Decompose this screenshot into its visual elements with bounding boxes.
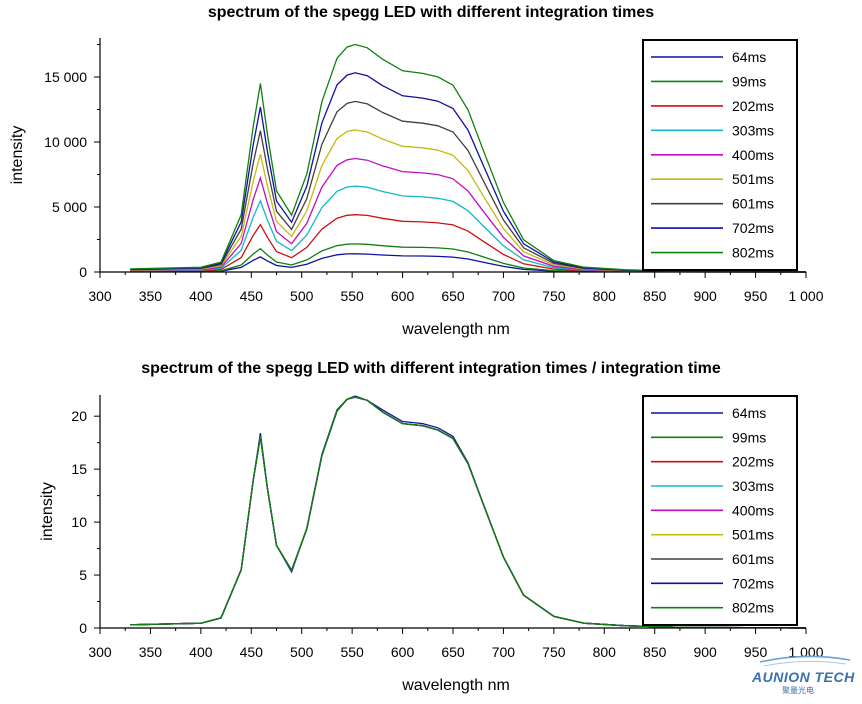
series-line-802ms — [130, 396, 807, 629]
y-tick-label: 0 — [79, 264, 87, 280]
y-axis-label: intensity — [39, 482, 56, 541]
series-line-501ms — [130, 129, 807, 273]
x-tick-label: 550 — [340, 644, 364, 660]
x-tick-label: 900 — [693, 288, 717, 304]
x-tick-label: 950 — [744, 644, 768, 660]
chart-title: spectrum of the spegg LED with different… — [141, 360, 721, 377]
x-tick-label: 300 — [88, 288, 112, 304]
series-line-99ms — [130, 243, 807, 273]
logo-brand-text: AUNION TECH — [751, 669, 855, 685]
y-tick-label: 0 — [79, 620, 87, 636]
series-line-400ms — [130, 157, 807, 273]
legend-label-601ms: 601ms — [732, 551, 774, 567]
x-tick-label: 800 — [593, 288, 617, 304]
x-tick-label: 650 — [441, 288, 465, 304]
y-axis-label: intensity — [9, 126, 26, 185]
y-tick-label: 10 000 — [44, 134, 87, 150]
legend-label-202ms: 202ms — [732, 98, 774, 114]
legend-label-802ms: 802ms — [732, 600, 774, 616]
legend-label-99ms: 99ms — [732, 73, 766, 89]
x-tick-label: 850 — [643, 288, 667, 304]
x-tick-label: 800 — [593, 644, 617, 660]
brand-logo: AUNION TECH 聚量光电 — [751, 655, 855, 695]
x-tick-label: 700 — [492, 288, 516, 304]
x-axis-label: wavelength nm — [401, 321, 510, 338]
legend-label-501ms: 501ms — [732, 171, 774, 187]
x-tick-label: 400 — [189, 644, 213, 660]
x-tick-label: 700 — [492, 644, 516, 660]
legend: 64ms 99ms 202ms 303ms 400ms 501ms 601ms 702ms 80… — [642, 39, 798, 271]
x-tick-label: 600 — [391, 644, 415, 660]
y-tick-label: 15 — [71, 461, 87, 477]
legend-label-303ms: 303ms — [732, 478, 774, 494]
x-tick-label: 400 — [189, 288, 213, 304]
legend-label-400ms: 400ms — [732, 502, 774, 518]
logo-subtitle-text: 聚量光电 — [782, 685, 814, 695]
y-tick-label: 20 — [71, 408, 87, 424]
x-tick-label: 450 — [240, 644, 264, 660]
legend: 64ms 99ms 202ms 303ms 400ms 501ms 601ms 702ms 80… — [642, 395, 798, 626]
legend-label-303ms: 303ms — [732, 122, 774, 138]
x-tick-label: 350 — [139, 644, 163, 660]
y-tick-label: 5 000 — [52, 199, 87, 215]
x-tick-label: 750 — [542, 288, 566, 304]
legend-label-501ms: 501ms — [732, 527, 774, 543]
legend-label-99ms: 99ms — [732, 429, 766, 445]
y-tick-label: 15 000 — [44, 69, 87, 85]
x-tick-label: 500 — [290, 644, 314, 660]
chart-title: spectrum of the spegg LED with different… — [208, 4, 654, 21]
logo-swoosh-lower — [763, 660, 847, 667]
x-tick-label: 750 — [542, 644, 566, 660]
x-tick-label: 500 — [290, 288, 314, 304]
legend-label-202ms: 202ms — [732, 454, 774, 470]
x-tick-label: 850 — [643, 644, 667, 660]
chart-top: spectrum of the spegg LED with different… — [9, 4, 824, 338]
legend-label-702ms: 702ms — [732, 220, 774, 236]
series-line-601ms — [130, 100, 807, 273]
y-tick-label: 5 — [79, 567, 87, 583]
logo-swoosh-upper — [759, 655, 851, 663]
x-tick-label: 1 000 — [788, 288, 823, 304]
legend-label-400ms: 400ms — [732, 147, 774, 163]
series-line-303ms — [130, 185, 807, 273]
chart-bottom: spectrum of the spegg LED with different… — [39, 360, 824, 694]
x-tick-label: 350 — [139, 288, 163, 304]
series-line-702ms — [130, 72, 807, 273]
x-axis-label: wavelength nm — [401, 677, 510, 694]
x-tick-label: 550 — [340, 288, 364, 304]
y-tick-label: 10 — [71, 514, 87, 530]
series-line-202ms — [130, 214, 807, 273]
series-line-64ms — [130, 253, 807, 273]
legend-label-64ms: 64ms — [732, 405, 766, 421]
legend-label-702ms: 702ms — [732, 575, 774, 591]
series-line-802ms — [130, 43, 807, 273]
legend-label-601ms: 601ms — [732, 196, 774, 212]
legend-label-64ms: 64ms — [732, 49, 766, 65]
x-tick-label: 950 — [744, 288, 768, 304]
x-tick-label: 600 — [391, 288, 415, 304]
x-tick-label: 900 — [693, 644, 717, 660]
x-tick-label: 650 — [441, 644, 465, 660]
x-tick-label: 450 — [240, 288, 264, 304]
x-tick-label: 300 — [88, 644, 112, 660]
legend-label-802ms: 802ms — [732, 245, 774, 261]
